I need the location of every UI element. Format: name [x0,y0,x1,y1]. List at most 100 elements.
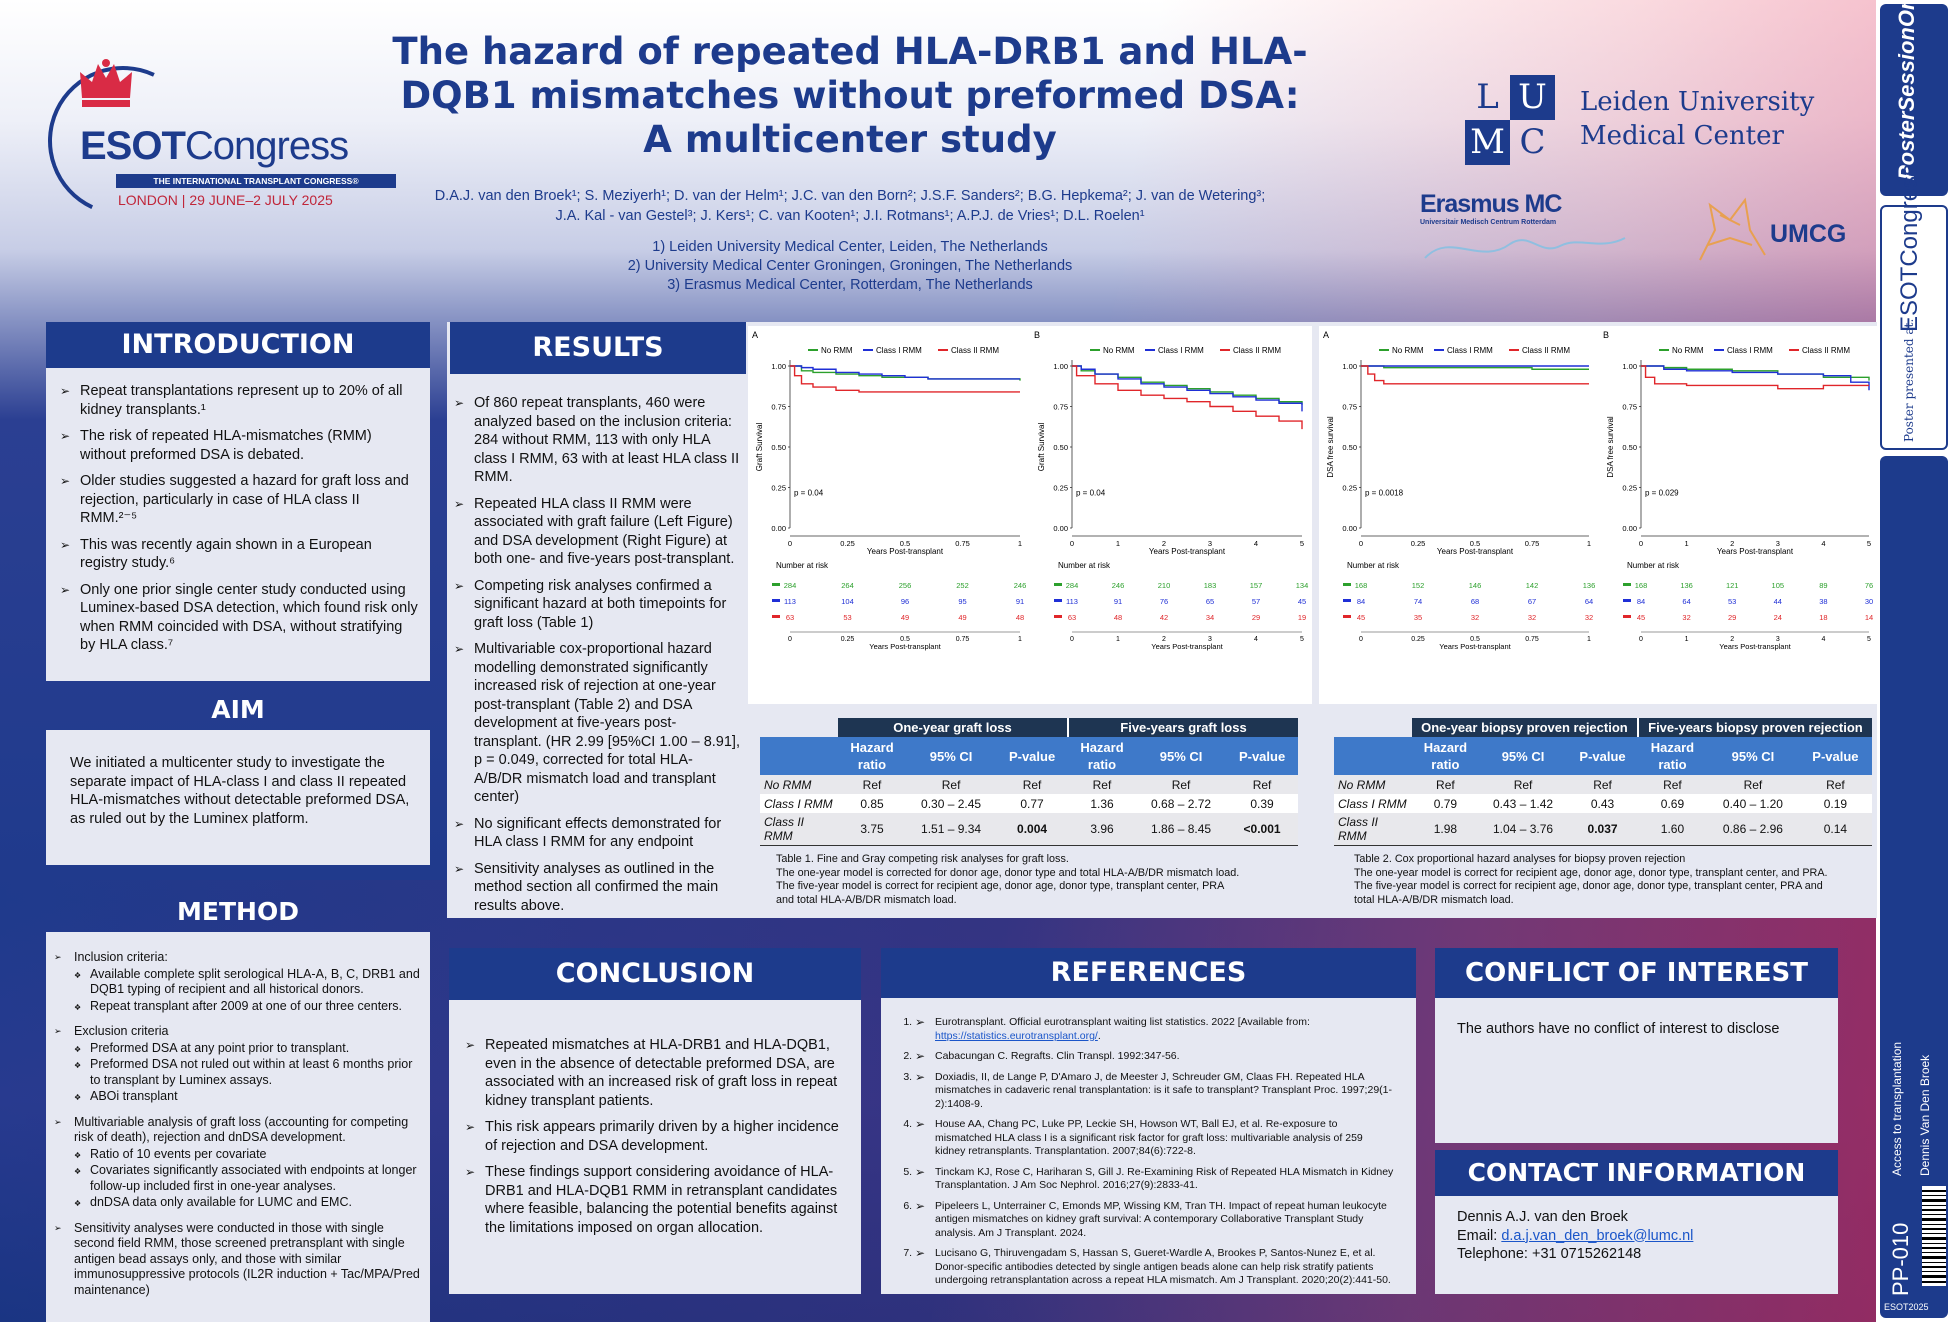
table-cell: 0.30 – 2.45 [906,794,997,813]
risk-count: 30 [1865,597,1873,606]
risk-count: 45 [1357,613,1365,622]
risk-count: 18 [1819,613,1827,622]
risk-row-swatch [1623,599,1631,602]
risk-count: 45 [1298,597,1306,606]
risk-count: 29 [1252,613,1260,622]
table-cell: No RMM [760,775,838,794]
introduction-list: Repeat transplantations represent up to … [60,382,418,655]
risk-x-label: Years Post-transplant [869,642,941,651]
risk-count: 32 [1682,613,1690,622]
x-axis-label: Years Post-transplant [1717,547,1794,556]
results-text: Of 860 repeat transplants, 460 were anal… [450,390,746,914]
conclusion-list: Repeated mismatches at HLA-DRB1 and HLA-… [465,1036,845,1237]
table-cell: 1.60 [1637,813,1708,846]
risk-count: 48 [1016,613,1024,622]
risk-count: 168 [1635,581,1648,590]
risk-count: 246 [1014,581,1027,590]
poster-title: The hazard of repeated HLA-DRB1 and HLA-… [392,30,1308,161]
legend-label: Class I RMM [1727,346,1773,355]
column-header: 95% CI [906,737,997,775]
column-header: P-value [1226,737,1298,775]
table-cell: 0.004 [996,813,1068,846]
table-cell: Class II RMM [760,813,838,846]
panel-label: A [752,330,758,340]
risk-count: 284 [784,581,797,590]
reference-item: Lucisano G, Thiruvengadam S, Hassan S, G… [915,1247,1396,1288]
x-tick-label: 1 [1116,539,1120,548]
list-item: No significant effects demonstrated for … [454,815,740,852]
x-tick-label: 0.25 [1411,539,1426,548]
risk-count: 89 [1819,581,1827,590]
legend-label: Class I RMM [876,346,922,355]
table-2: One-year biopsy proven rejection Five-yea… [1334,718,1872,846]
table-cell: 0.14 [1798,813,1872,846]
legend-label: No RMM [1103,346,1135,355]
x-tick-label: 3 [1776,539,1780,548]
crown-icon [80,59,132,107]
y-axis-label: Graft Survival [1037,423,1046,472]
risk-count: 104 [841,597,854,606]
column-header: 95% CI [1707,737,1799,775]
risk-x-tick: 4 [1821,636,1825,643]
reference-item: Tinckam KJ, Rose C, Hariharan S, Gill J.… [915,1166,1396,1193]
y-tick-label: 0.75 [1053,403,1068,412]
y-axis-label: DSA free survival [1606,416,1615,478]
legend-label: No RMM [1672,346,1704,355]
list-item: The risk of repeated HLA-mismatches (RMM… [60,427,418,464]
introduction-heading: INTRODUCTION [46,322,430,368]
table-cell: Ref [1798,775,1872,794]
series-line-class-ii-rmm [1361,365,1589,385]
umcg-logo: UMCG [1690,190,1860,270]
series-line-class-ii-rmm [1072,365,1303,430]
x-tick-label: 0 [1359,539,1363,548]
column-header: 95% CI [1478,737,1568,775]
method-item: Sensitivity analyses were conducted in t… [54,1221,420,1299]
reference-item: House AA, Chang PC, Luke PP, Leckie SH, … [915,1118,1396,1159]
list-item: This was recently again shown in a Europ… [60,536,418,573]
table-cell: 0.037 [1567,813,1638,846]
table-cell: Ref [1412,775,1479,794]
risk-count: 146 [1469,581,1482,590]
x-tick-label: 4 [1821,539,1825,548]
column-header: Hazard ratio [1067,737,1136,775]
legend-label: Class II RMM [951,346,999,355]
table-cell: Ref [1226,775,1298,794]
author-list: D.A.J. van den Broek¹; S. Meziyerh¹; D. … [434,188,1266,224]
table-cell: 1.36 [1067,794,1136,813]
table-cell: Ref [1067,775,1136,794]
risk-x-label: Years Post-transplant [1439,642,1511,651]
graft-survival-figure: A No RMM Class I RMM Class II RMM 0.00 0.25 0.… [748,326,1312,704]
dsa-free-5yr-chart: B No RMM Class I RMM Class II RMM 0.00 0.25 0.… [1603,330,1873,651]
table-cell: 0.79 [1412,794,1479,813]
column-header: Hazard ratio [838,737,907,775]
risk-row-swatch [772,615,780,618]
table-group-header: One-year biopsy proven rejection [1412,718,1638,737]
reference-link[interactable]: https://statistics.eurotransplant.org/ [935,1029,1098,1042]
risk-x-tick: 0.75 [1525,636,1539,643]
risk-count: 38 [1819,597,1827,606]
x-tick-label: 0.75 [955,539,970,548]
series-line-class-i-rmm [1072,365,1303,412]
risk-count: 68 [1471,597,1479,606]
table-row: Class II RMM 1.98 1.04 – 3.76 0.037 1.60 0.86… [1334,813,1872,846]
y-tick-label: 0.50 [771,443,786,452]
risk-count: 76 [1160,597,1168,606]
dsa-free-figure: A No RMM Class I RMM Class II RMM 0.00 0.25 0.… [1319,326,1877,704]
risk-x-tick: 2 [1162,636,1166,643]
table-cell: Class II RMM [1334,813,1412,846]
risk-count: 53 [1728,597,1736,606]
risk-x-tick: 0.25 [1411,636,1425,643]
x-axis-label: Years Post-transplant [867,547,944,556]
barcode-icon [1922,1186,1946,1286]
list-item: Of 860 repeat transplants, 460 were anal… [454,394,740,487]
x-tick-label: 0.75 [1525,539,1540,548]
table-cell: 0.86 – 2.96 [1707,813,1799,846]
references-panel: Eurotransplant. Official eurotransplant … [881,948,1416,1294]
risk-count: 121 [1726,581,1739,590]
risk-count: 168 [1355,581,1368,590]
risk-count: 63 [1068,613,1076,622]
p-value-label: p = 0.029 [1645,489,1679,498]
email-link[interactable]: d.a.j.van_den_broek@lumc.nl [1501,1227,1694,1244]
column-header: Hazard ratio [1637,737,1708,775]
risk-count: 48 [1114,613,1122,622]
